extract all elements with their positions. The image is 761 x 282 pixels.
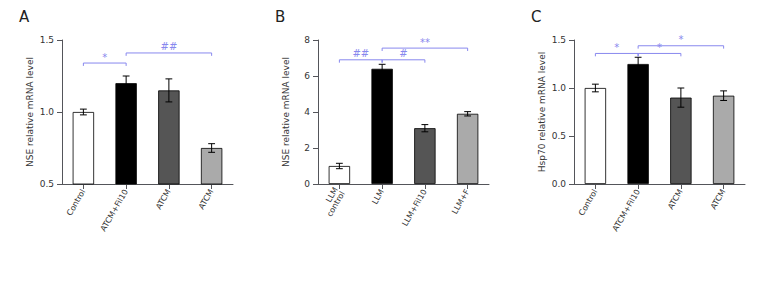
svg-text:Control: Control bbox=[577, 188, 599, 218]
svg-text:ATCM: ATCM bbox=[197, 188, 216, 211]
svg-text:1.5: 1.5 bbox=[552, 35, 566, 45]
svg-text:##: ## bbox=[352, 48, 369, 59]
svg-text:1.5: 1.5 bbox=[40, 35, 54, 45]
svg-text:ATCM: ATCM bbox=[154, 188, 173, 211]
svg-text:*: * bbox=[657, 42, 662, 53]
svg-text:LLM: LLM bbox=[370, 188, 386, 206]
svg-text:0.0: 0.0 bbox=[552, 179, 567, 189]
svg-text:Control: Control bbox=[65, 188, 87, 218]
svg-text:LLM: LLM bbox=[324, 185, 340, 204]
svg-text:1.0: 1.0 bbox=[40, 107, 55, 117]
svg-text:ATCM: ATCM bbox=[666, 188, 685, 211]
svg-text:0: 0 bbox=[304, 179, 310, 189]
svg-text:control: control bbox=[325, 190, 347, 218]
svg-text:2: 2 bbox=[304, 143, 310, 153]
svg-text:NSE relative mRNA level: NSE relative mRNA level bbox=[281, 57, 291, 167]
svg-text:C: C bbox=[531, 8, 541, 26]
svg-text:*: * bbox=[102, 52, 107, 63]
svg-text:ATCM: ATCM bbox=[709, 188, 728, 211]
svg-text:0.5: 0.5 bbox=[40, 179, 54, 189]
svg-text:6: 6 bbox=[304, 71, 310, 81]
svg-text:NSE relative mRNA level: NSE relative mRNA level bbox=[25, 57, 35, 167]
svg-text:Hsp70 relative mRNA level: Hsp70 relative mRNA level bbox=[537, 52, 547, 172]
svg-text:**: ** bbox=[420, 37, 430, 48]
svg-text:8: 8 bbox=[304, 35, 310, 45]
svg-text:0.5: 0.5 bbox=[552, 131, 566, 141]
svg-text:*: * bbox=[614, 42, 619, 53]
svg-text:4: 4 bbox=[304, 107, 310, 117]
svg-text:#: # bbox=[399, 48, 407, 59]
svg-text:B: B bbox=[275, 8, 285, 26]
svg-text:##: ## bbox=[160, 41, 177, 52]
svg-text:A: A bbox=[19, 8, 30, 26]
svg-text:*: * bbox=[678, 34, 683, 45]
svg-text:ATCM+Fil10: ATCM+Fil10 bbox=[611, 188, 642, 233]
svg-text:ATCM+Fil10: ATCM+Fil10 bbox=[99, 188, 130, 233]
svg-text:LLM+F: LLM+F bbox=[450, 187, 472, 215]
svg-text:LLM+Fil10: LLM+Fil10 bbox=[400, 188, 428, 228]
svg-text:1.0: 1.0 bbox=[552, 83, 567, 93]
